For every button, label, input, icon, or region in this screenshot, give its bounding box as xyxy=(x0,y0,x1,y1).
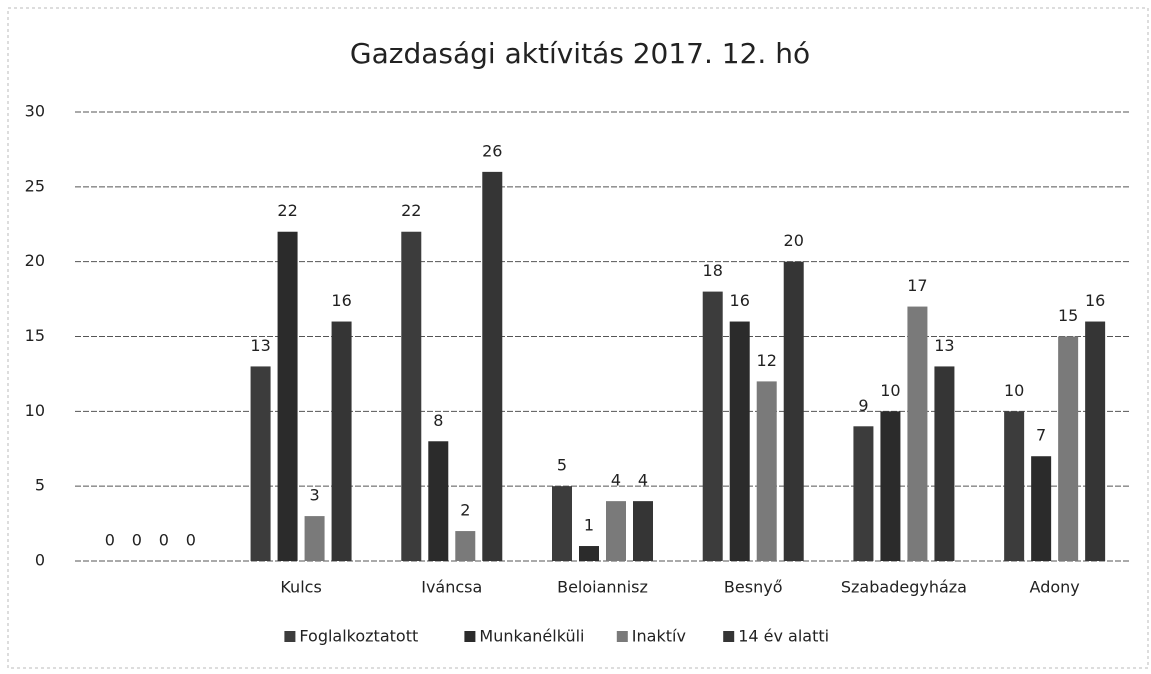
data-label: 4 xyxy=(611,471,621,490)
bar xyxy=(482,171,503,561)
x-tick-label: Iváncsa xyxy=(421,578,482,597)
data-label: 10 xyxy=(880,381,900,400)
bar xyxy=(934,366,955,561)
bar xyxy=(331,321,352,561)
data-label: 9 xyxy=(858,396,868,415)
bar xyxy=(304,516,325,561)
data-label: 4 xyxy=(638,471,648,490)
data-label: 12 xyxy=(757,351,777,370)
data-label: 13 xyxy=(250,336,270,355)
data-label: 18 xyxy=(703,261,723,280)
bar xyxy=(606,501,626,561)
chart-title: Gazdasági aktívitás 2017. 12. hó xyxy=(350,37,810,70)
bar xyxy=(250,366,271,561)
data-label: 16 xyxy=(730,291,750,310)
bar xyxy=(455,531,476,561)
legend-label: Munkanélküli xyxy=(479,627,584,646)
legend-label: Inaktív xyxy=(632,627,686,646)
x-tick-label: Szabadegyháza xyxy=(841,578,967,597)
y-tick-label: 15 xyxy=(25,326,45,345)
data-label: 7 xyxy=(1036,426,1046,445)
y-tick-label: 25 xyxy=(25,176,45,195)
bar xyxy=(1031,456,1052,561)
frame xyxy=(7,7,1149,669)
bar xyxy=(1085,321,1106,561)
data-label: 8 xyxy=(433,411,443,430)
x-tick-label: Besnyő xyxy=(724,578,783,597)
data-label: 26 xyxy=(482,141,502,160)
x-tick-label: Beloiannisz xyxy=(557,578,648,597)
y-tick-label: 20 xyxy=(25,251,45,270)
bar xyxy=(907,306,928,561)
x-tick-label: Kulcs xyxy=(280,578,321,597)
bar xyxy=(633,501,653,561)
data-label: 16 xyxy=(331,291,351,310)
bar xyxy=(853,426,874,561)
data-label: 2 xyxy=(460,501,470,520)
bar xyxy=(756,381,777,561)
data-label: 0 xyxy=(186,531,196,550)
legend-label: 14 év alatti xyxy=(738,627,829,646)
data-label: 15 xyxy=(1058,306,1078,325)
bar xyxy=(552,486,572,561)
bar xyxy=(401,231,422,561)
x-tick-label: Adony xyxy=(1030,578,1080,597)
legend-swatch xyxy=(723,631,735,642)
data-label: 10 xyxy=(1004,381,1024,400)
legend-swatch xyxy=(284,631,296,642)
y-tick-label: 10 xyxy=(25,401,45,420)
data-label: 22 xyxy=(277,201,297,220)
y-tick-label: 30 xyxy=(25,102,45,121)
data-label: 0 xyxy=(159,531,169,550)
bar xyxy=(1004,411,1025,561)
data-label: 0 xyxy=(105,531,115,550)
legend-swatch xyxy=(464,631,476,642)
y-tick-label: 5 xyxy=(35,476,45,495)
data-label: 17 xyxy=(907,276,927,295)
bar xyxy=(729,321,750,561)
legend-label: Foglalkoztatott xyxy=(299,627,418,646)
bar xyxy=(1058,336,1079,561)
data-label: 5 xyxy=(557,456,567,475)
data-label: 22 xyxy=(401,201,421,220)
bar xyxy=(702,291,723,561)
data-label: 3 xyxy=(309,486,319,505)
data-label: 0 xyxy=(132,531,142,550)
bar xyxy=(880,411,901,561)
bar xyxy=(579,546,599,561)
bar xyxy=(277,231,298,561)
data-label: 1 xyxy=(584,516,594,535)
data-label: 20 xyxy=(784,231,804,250)
bar xyxy=(783,261,804,561)
data-label: 16 xyxy=(1085,291,1105,310)
legend-swatch xyxy=(616,631,628,642)
y-tick-label: 0 xyxy=(35,551,45,570)
data-label: 13 xyxy=(934,336,954,355)
bar xyxy=(428,441,449,561)
